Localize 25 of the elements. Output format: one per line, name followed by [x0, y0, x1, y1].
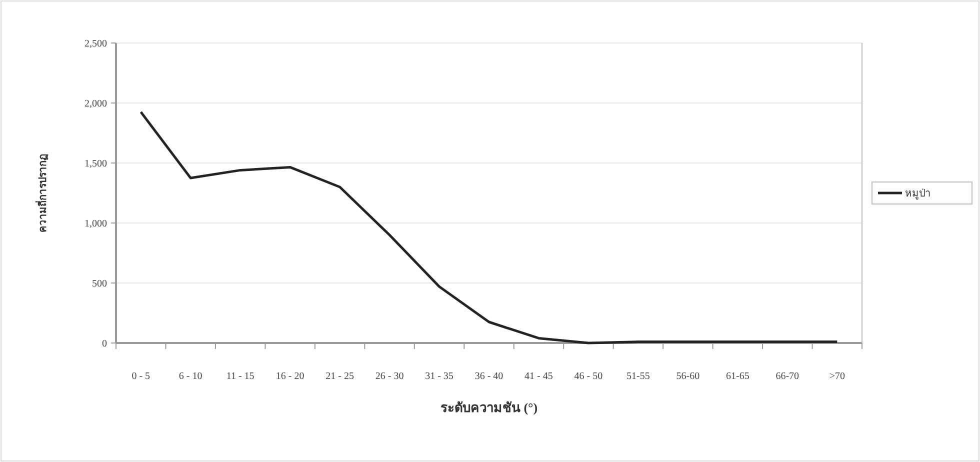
- x-tick-label: 26 - 30: [375, 371, 404, 382]
- x-tick-label: 56-60: [676, 371, 700, 382]
- x-tick-label: 16 - 20: [276, 371, 304, 382]
- y-tick-label: 1,500: [84, 158, 107, 170]
- y-tick-label: 2,500: [84, 38, 107, 50]
- x-tick-label: 61-65: [726, 371, 750, 382]
- x-tick-label: 66-70: [776, 371, 800, 382]
- legend-label: หมูป่า: [905, 188, 931, 200]
- y-tick-label: 1,000: [84, 218, 107, 230]
- y-axis-title: ความถี่การปรากฏ: [35, 154, 49, 232]
- x-tick-label: 36 - 40: [474, 371, 504, 382]
- x-tick-label: 31 - 35: [425, 371, 454, 382]
- x-tick-label: 46 - 50: [574, 371, 603, 382]
- x-tick-label: 0 - 5: [132, 371, 150, 382]
- y-tick-label: 0: [102, 338, 107, 350]
- x-tick-label: 21 - 25: [326, 371, 354, 382]
- x-tick-label: 11 - 15: [226, 371, 254, 382]
- y-tick-label: 2,000: [84, 98, 107, 110]
- x-axis-title: ระดับความชัน (°): [440, 400, 538, 415]
- x-tick-label: 41 - 45: [524, 371, 553, 382]
- x-tick-label: 6 - 10: [178, 371, 202, 382]
- x-tick-label: >70: [829, 371, 845, 382]
- line-series: [140, 110, 838, 344]
- y-tick-label: 500: [92, 278, 107, 290]
- x-tick-label: 51-55: [626, 371, 650, 382]
